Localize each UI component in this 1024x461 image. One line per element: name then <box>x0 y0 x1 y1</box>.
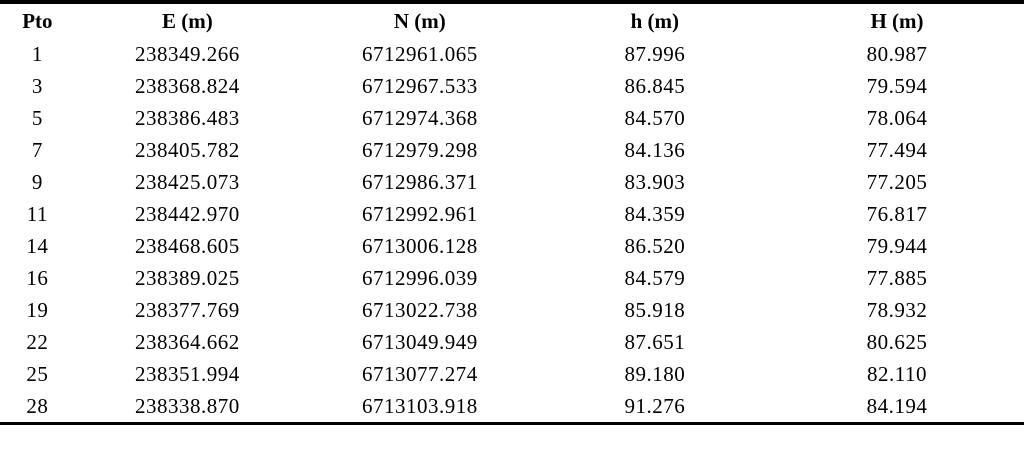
column-header-e: E (m) <box>162 8 213 33</box>
cell-h-ell: 89.180 <box>624 361 686 386</box>
cell-pto: 11 <box>26 201 48 226</box>
cell-h-ell: 83.903 <box>624 169 686 194</box>
column-header-pto: Pto <box>22 8 53 33</box>
cell-pto: 5 <box>31 105 43 130</box>
cell-n: 6713022.738 <box>361 297 478 322</box>
cell-e: 238377.769 <box>135 297 240 322</box>
cell-h-orto: 78.064 <box>866 105 928 130</box>
table-row: 9 238425.073 6712986.371 83.903 77.205 <box>0 166 1024 198</box>
cell-e: 238425.073 <box>135 169 240 194</box>
table-row: 1 238349.266 6712961.065 87.996 80.987 <box>0 38 1024 70</box>
cell-pto: 1 <box>31 41 43 66</box>
cell-n: 6713049.949 <box>361 329 478 354</box>
column-header-h-ell: h (m) <box>630 8 680 33</box>
cell-pto: 7 <box>31 137 43 162</box>
cell-e: 238405.782 <box>135 137 240 162</box>
cell-pto: 3 <box>31 73 43 98</box>
table-header-row: Pto E (m) N (m) h (m) H (m) <box>0 2 1024 38</box>
cell-h-ell: 84.136 <box>624 137 686 162</box>
table-row: 11 238442.970 6712992.961 84.359 76.817 <box>0 198 1024 230</box>
cell-n: 6713006.128 <box>361 233 478 258</box>
cell-h-orto: 77.494 <box>866 137 928 162</box>
cell-h-orto: 76.817 <box>866 201 928 226</box>
cell-h-orto: 79.944 <box>866 233 928 258</box>
cell-h-ell: 84.570 <box>624 105 686 130</box>
cell-h-ell: 84.359 <box>624 201 686 226</box>
cell-n: 6712961.065 <box>361 41 478 66</box>
cell-h-ell: 85.918 <box>624 297 686 322</box>
cell-n: 6712967.533 <box>361 73 478 98</box>
cell-pto: 19 <box>26 297 49 322</box>
cell-e: 238386.483 <box>135 105 240 130</box>
cell-h-orto: 82.110 <box>867 361 927 386</box>
cell-h-ell: 86.845 <box>624 73 686 98</box>
cell-h-ell: 84.579 <box>624 265 686 290</box>
cell-h-orto: 77.205 <box>866 169 928 194</box>
cell-e: 238442.970 <box>135 201 240 226</box>
cell-n: 6712996.039 <box>361 265 478 290</box>
cell-h-orto: 84.194 <box>866 393 928 418</box>
cell-n: 6712974.368 <box>361 105 478 130</box>
cell-pto: 25 <box>26 361 49 386</box>
cell-h-ell: 86.520 <box>624 233 686 258</box>
table-row: 7 238405.782 6712979.298 84.136 77.494 <box>0 134 1024 166</box>
table-row: 25 238351.994 6713077.274 89.180 82.110 <box>0 358 1024 390</box>
cell-pto: 22 <box>26 329 49 354</box>
cell-e: 238389.025 <box>135 265 240 290</box>
cell-e: 238368.824 <box>135 73 240 98</box>
table-row: 22 238364.662 6713049.949 87.651 80.625 <box>0 326 1024 358</box>
cell-pto: 9 <box>31 169 43 194</box>
cell-h-orto: 79.594 <box>866 73 928 98</box>
table-row: 14 238468.605 6713006.128 86.520 79.944 <box>0 230 1024 262</box>
table-row: 5 238386.483 6712974.368 84.570 78.064 <box>0 102 1024 134</box>
cell-n: 6713077.274 <box>361 361 478 386</box>
column-header-h-orto: H (m) <box>870 8 924 33</box>
table-row: 3 238368.824 6712967.533 86.845 79.594 <box>0 70 1024 102</box>
cell-n: 6712992.961 <box>361 201 478 226</box>
table-row: 19 238377.769 6713022.738 85.918 78.932 <box>0 294 1024 326</box>
cell-pto: 14 <box>26 233 49 258</box>
cell-pto: 16 <box>26 265 49 290</box>
cell-n: 6713103.918 <box>361 393 478 418</box>
cell-h-orto: 77.885 <box>866 265 928 290</box>
table-row: 16 238389.025 6712996.039 84.579 77.885 <box>0 262 1024 294</box>
survey-points-table: Pto E (m) N (m) h (m) H (m) 1 238349.266 67129… <box>0 0 1024 425</box>
cell-e: 238351.994 <box>135 361 240 386</box>
cell-h-orto: 80.625 <box>866 329 928 354</box>
cell-h-ell: 87.996 <box>624 41 686 66</box>
cell-pto: 28 <box>26 393 49 418</box>
cell-e: 238364.662 <box>135 329 240 354</box>
table-row: 28 238338.870 6713103.918 91.276 84.194 <box>0 390 1024 424</box>
cell-h-ell: 87.651 <box>624 329 686 354</box>
column-header-n: N (m) <box>393 8 446 33</box>
cell-h-orto: 80.987 <box>866 41 928 66</box>
cell-h-orto: 78.932 <box>866 297 928 322</box>
table-body: 1 238349.266 6712961.065 87.996 80.987 3 23836… <box>0 38 1024 424</box>
cell-e: 238468.605 <box>135 233 240 258</box>
cell-n: 6712986.371 <box>361 169 478 194</box>
cell-e: 238338.870 <box>135 393 240 418</box>
cell-e: 238349.266 <box>135 41 240 66</box>
cell-n: 6712979.298 <box>361 137 478 162</box>
cell-h-ell: 91.276 <box>624 393 686 418</box>
